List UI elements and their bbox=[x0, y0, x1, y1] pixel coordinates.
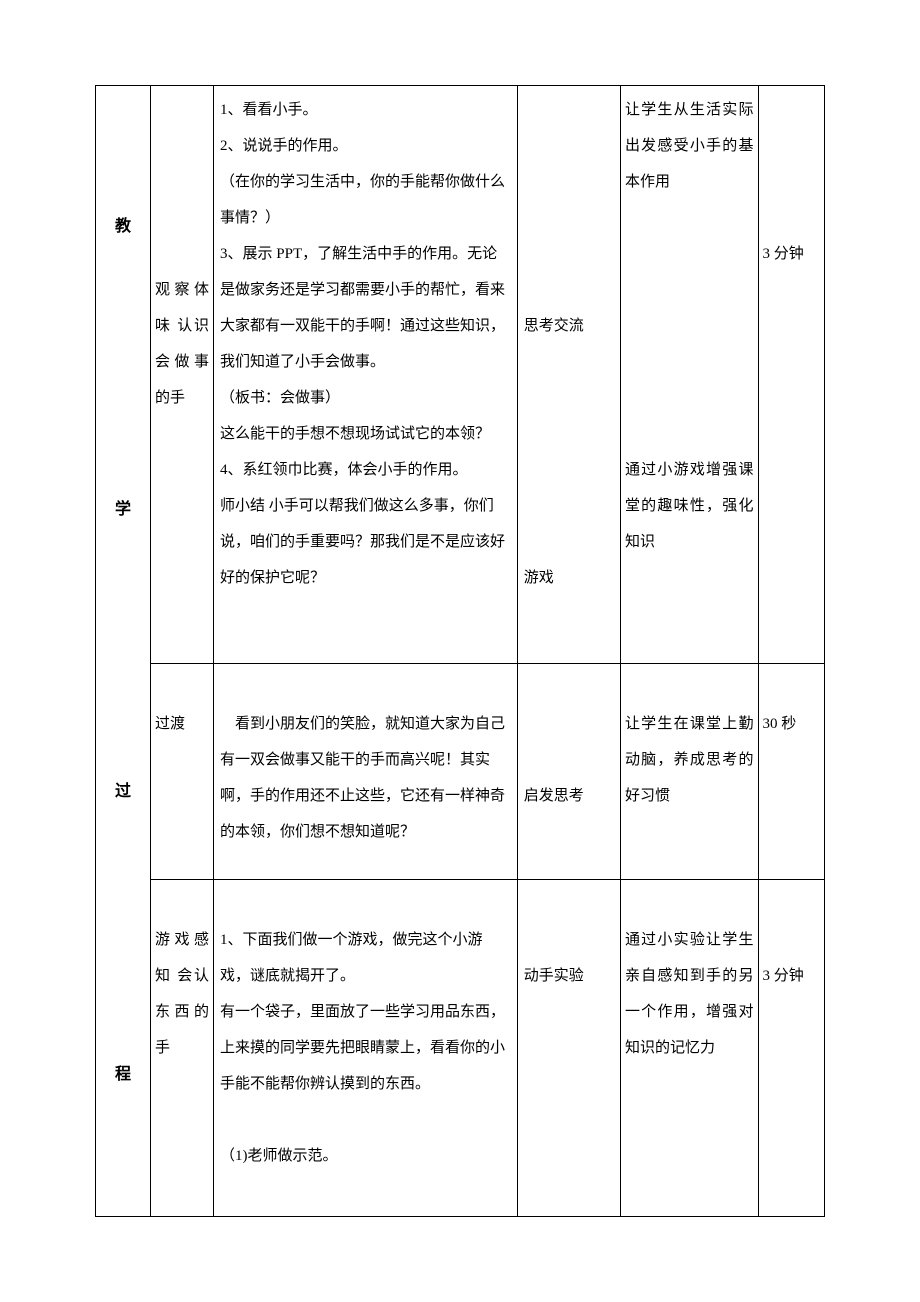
student-content-2: 启发思考 bbox=[524, 670, 614, 814]
intent-content-3: 通过小实验让学生亲自感知到手的另一个作用，增强对知识的记忆力 bbox=[625, 886, 754, 1066]
teacher-content-1: 1、看看小手。2、说说手的作用。（在你的学习生活中，你的手能帮你做什么事情？）3… bbox=[220, 92, 511, 596]
char-guo: 过 bbox=[115, 773, 131, 811]
stage-cell-2: 过渡 bbox=[151, 664, 214, 880]
stage-cell-1: 观察体味 认识会做事的手 bbox=[151, 86, 214, 664]
time-content-1: 3 分钟 bbox=[763, 92, 821, 272]
process-vertical-text: 教 学 过 程 bbox=[96, 86, 150, 1216]
time-cell-3: 3 分钟 bbox=[758, 880, 825, 1217]
teacher-cell-3: 1、下面我们做一个游戏，做完这个小游戏，谜底就揭开了。有一个袋子，里面放了一些学… bbox=[214, 880, 518, 1217]
process-label-cell: 教 学 过 程 bbox=[96, 86, 151, 1217]
teacher-content-3: 1、下面我们做一个游戏，做完这个小游戏，谜底就揭开了。有一个袋子，里面放了一些学… bbox=[220, 922, 511, 1174]
student-cell-2: 启发思考 bbox=[517, 664, 620, 880]
teacher-cell-1: 1、看看小手。2、说说手的作用。（在你的学习生活中，你的手能帮你做什么事情？）3… bbox=[214, 86, 518, 664]
char-xue: 学 bbox=[115, 491, 131, 529]
intent-cell-1: 让学生从生活实际出发感受小手的基本作用通过小游戏增强课堂的趣味性，强化知识 bbox=[620, 86, 758, 664]
student-content-3: 动手实验 bbox=[524, 886, 614, 994]
lesson-plan-table: 教 学 过 程 观察体味 认识会做事的手 1、看看小手。2、说说手的作用。（在你… bbox=[95, 85, 825, 1217]
char-jiao: 教 bbox=[115, 208, 131, 246]
stage-text-2: 过渡 bbox=[155, 706, 209, 742]
intent-content-1: 让学生从生活实际出发感受小手的基本作用通过小游戏增强课堂的趣味性，强化知识 bbox=[625, 92, 754, 560]
teacher-content-2: 看到小朋友们的笑脸，就知道大家为自己有一双会做事又能干的手而高兴呢！其实啊，手的… bbox=[220, 706, 511, 850]
teacher-cell-2: 看到小朋友们的笑脸，就知道大家为自己有一双会做事又能干的手而高兴呢！其实啊，手的… bbox=[214, 664, 518, 880]
time-content-3: 3 分钟 bbox=[763, 886, 821, 994]
stage-text-3: 游戏感知 会认东西的手 bbox=[155, 922, 209, 1066]
stage-cell-3: 游戏感知 会认东西的手 bbox=[151, 880, 214, 1217]
student-cell-3: 动手实验 bbox=[517, 880, 620, 1217]
intent-cell-2: 让学生在课堂上勤动脑，养成思考的好习惯 bbox=[620, 664, 758, 880]
time-cell-1: 3 分钟 bbox=[758, 86, 825, 664]
intent-cell-3: 通过小实验让学生亲自感知到手的另一个作用，增强对知识的记忆力 bbox=[620, 880, 758, 1217]
char-cheng: 程 bbox=[115, 1056, 131, 1094]
time-cell-2: 30 秒 bbox=[758, 664, 825, 880]
intent-content-2: 让学生在课堂上勤动脑，养成思考的好习惯 bbox=[625, 670, 754, 814]
time-content-2: 30 秒 bbox=[763, 670, 821, 742]
student-cell-1: 思考交流游戏 bbox=[517, 86, 620, 664]
student-content-1: 思考交流游戏 bbox=[524, 92, 614, 596]
stage-text-1: 观察体味 认识会做事的手 bbox=[155, 272, 209, 416]
